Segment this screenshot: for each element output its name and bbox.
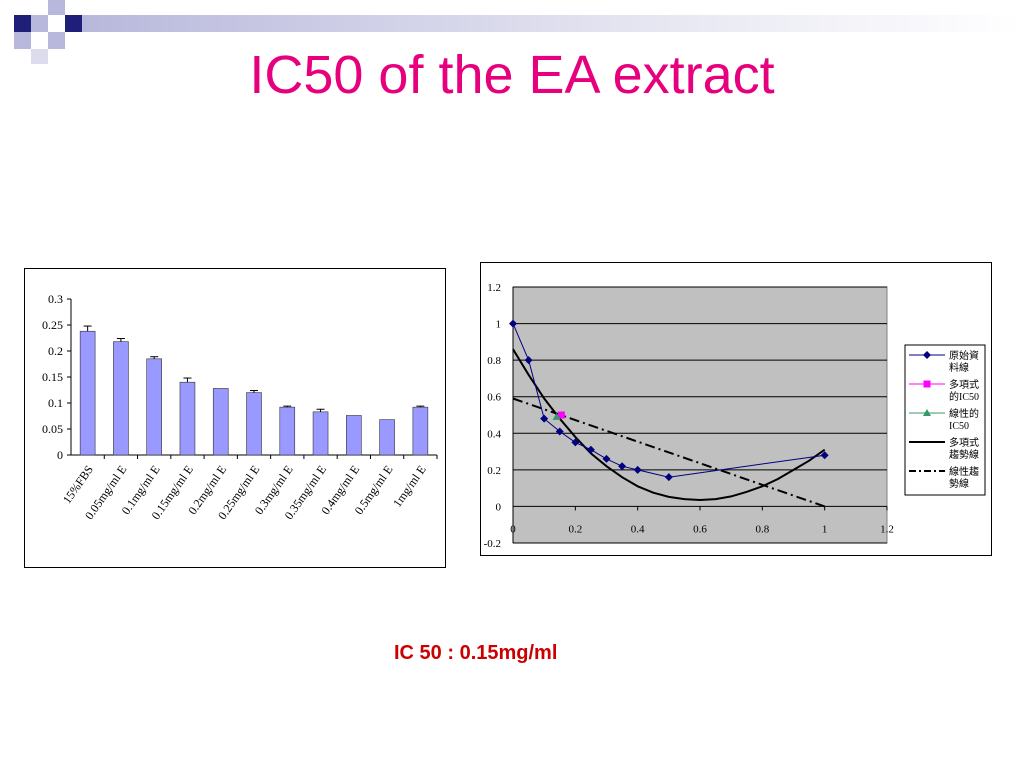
x-tick-label: 0.6: [693, 523, 707, 535]
data-point: [820, 451, 829, 460]
series-line: [512, 348, 826, 502]
deco-square-light: [31, 49, 48, 64]
y-tick-label: 0: [57, 448, 63, 462]
y-tick-label: 0.15: [42, 370, 63, 384]
data-point: [618, 462, 627, 471]
deco-bar: [82, 15, 1024, 32]
legend-label-line: IC50: [949, 421, 969, 432]
y-tick-label: 1.2: [487, 282, 501, 294]
bar: [146, 358, 162, 456]
legend-marker: [923, 380, 931, 388]
bar: [379, 419, 395, 456]
data-point: [524, 356, 533, 365]
data-point: [540, 414, 549, 423]
y-tick-label: 0.3: [48, 292, 63, 306]
x-tick-label: 15%FBS: [60, 463, 96, 507]
corner-decoration: [0, 0, 1024, 64]
data-point: [509, 319, 517, 328]
x-tick-label: 1: [822, 523, 828, 535]
deco-square-navy: [65, 15, 82, 32]
x-tick-label: 0: [510, 523, 516, 535]
bar: [179, 381, 196, 456]
y-tick-label: 0.1: [48, 396, 63, 410]
bar: [113, 341, 129, 456]
bar: [312, 411, 329, 456]
x-tick-label: 0.4: [631, 523, 645, 535]
legend-label: 原始資料線: [949, 349, 979, 374]
legend-label-line: 勢線: [949, 477, 969, 490]
line-chart-panel: -0.2 0 0.2 0.4 0.6 0.8 1 1.2 0 0.2 0.4 0.6 0.8 1 1.2 原始…: [480, 262, 992, 556]
legend-label-line: 料線: [949, 361, 969, 374]
y-tick-label: 0.05: [42, 422, 63, 436]
legend-label-line: 多項式: [949, 436, 979, 449]
legend-label: 多項式趨勢線: [949, 436, 979, 461]
deco-square-light: [14, 32, 31, 49]
bar: [246, 392, 262, 456]
y-tick-label: 0.2: [487, 465, 501, 477]
x-tick-label: 1mg/ml E: [390, 463, 429, 510]
bar: [412, 406, 429, 456]
x-tick-label: 1.2: [880, 523, 894, 535]
y-tick-label: 0: [496, 501, 502, 513]
legend-label-line: 趨勢線: [949, 448, 979, 461]
y-tick-label: 0.2: [48, 344, 63, 358]
deco-square-light: [48, 32, 65, 49]
y-tick-label: 0.4: [487, 428, 501, 440]
y-tick-label: 0.8: [487, 355, 501, 367]
bar: [279, 406, 296, 456]
legend-label: 線性趨勢線: [949, 465, 979, 490]
y-tick-label: 0.6: [487, 392, 501, 404]
legend-label-line: 的IC50: [949, 390, 979, 403]
deco-square-light: [31, 15, 48, 32]
legend-label-line: 線性的: [949, 407, 979, 420]
line-chart: -0.2 0 0.2 0.4 0.6 0.8 1 1.2 0 0.2 0.4 0.6 0.8 1 1.2 原始…: [484, 282, 986, 550]
plot-area: [512, 286, 888, 544]
bar: [212, 388, 229, 456]
slide-title: IC50 of the EA extract: [249, 45, 775, 105]
data-point: [586, 445, 595, 454]
data-point: [602, 454, 611, 463]
y-tick-label: -0.2: [484, 538, 501, 550]
legend-label-line: 多項式: [949, 378, 979, 391]
legend-label-line: 線性趨: [949, 465, 979, 478]
data-point: [664, 473, 673, 482]
y-tick-label: 1: [496, 319, 502, 331]
x-tick-label: 0.2: [568, 523, 582, 535]
data-point: [633, 465, 642, 474]
legend-label: 線性的 IC50: [949, 407, 979, 432]
legend-marker: [923, 409, 931, 416]
deco-square-light: [48, 0, 65, 15]
data-point: [552, 412, 561, 420]
data-point: [557, 411, 565, 419]
y-tick-label: 0.25: [42, 318, 63, 332]
data-point: [571, 438, 580, 447]
series-line: [512, 397, 826, 508]
deco-square-navy: [14, 15, 31, 32]
ic50-result: IC 50 : 0.15mg/ml: [394, 642, 558, 664]
data-point: [555, 427, 564, 436]
legend-marker: [923, 351, 931, 359]
bar: [346, 415, 362, 456]
legend-label: 多項式的IC50: [949, 378, 979, 403]
x-tick-label: 0.8: [755, 523, 769, 535]
bar: [79, 330, 96, 456]
legend-label-line: 原始資: [949, 349, 979, 362]
